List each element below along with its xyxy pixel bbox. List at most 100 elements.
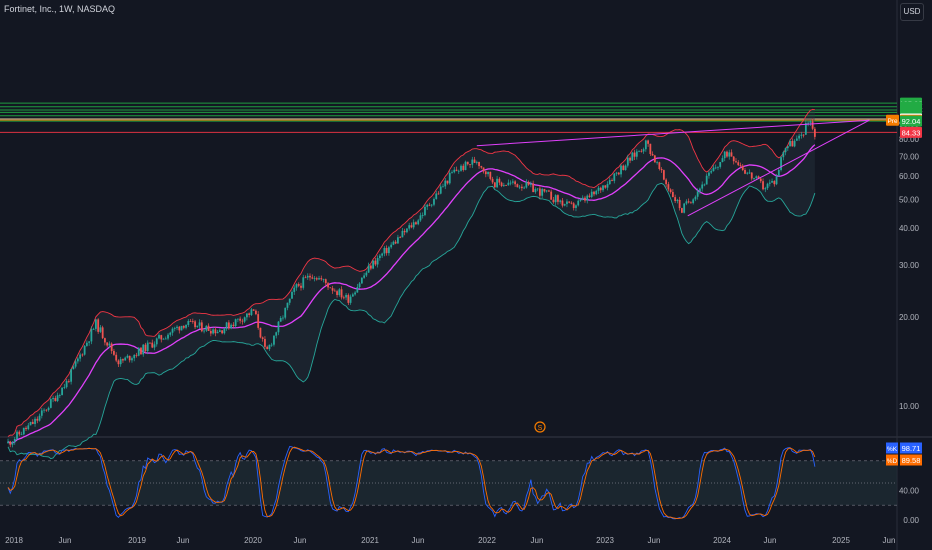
candle-body-237 [541, 188, 544, 196]
stoch-tick-40: 40.00 [899, 486, 920, 495]
candle-body-293 [667, 184, 670, 190]
candle-body-46 [110, 343, 113, 351]
candle-body-80 [187, 321, 190, 325]
candle-body-89 [207, 325, 210, 331]
candle-body-260 [593, 191, 595, 195]
candle-body-245 [559, 200, 562, 202]
candle-body-163 [374, 260, 377, 265]
candle-body-27 [67, 381, 70, 382]
candle-body-100 [232, 324, 235, 327]
candle-body-16 [43, 409, 45, 411]
bollinger-bands [7, 108, 816, 460]
band-fill [8, 109, 815, 459]
candle-body-115 [266, 346, 269, 350]
candle-body-128 [295, 284, 298, 288]
candle-body-193 [442, 186, 444, 188]
candle-body-346 [786, 146, 789, 149]
candle-body-45 [108, 343, 111, 346]
candle-body-294 [669, 189, 672, 193]
candle-body-215 [491, 178, 494, 183]
candle-body-205 [469, 164, 471, 165]
candle-body-113 [261, 337, 264, 339]
candle-body-75 [176, 326, 178, 328]
candle-body-124 [286, 302, 289, 308]
candle-body-44 [106, 342, 109, 346]
candle-body-318 [723, 151, 726, 159]
candle-body-196 [448, 172, 451, 184]
candle-body-129 [297, 284, 300, 286]
stoch-name-tag-1 [886, 454, 898, 466]
candle-body-241 [550, 191, 553, 200]
candle-body-347 [789, 140, 791, 147]
candle-body-300 [683, 203, 686, 213]
price-tick-60: 60.00 [899, 172, 920, 181]
candle-body-274 [624, 165, 627, 171]
candle-body-111 [257, 314, 260, 328]
candle-body-337 [766, 183, 769, 189]
candle-body-25 [63, 387, 66, 388]
candle-body-291 [662, 170, 665, 180]
event-marker[interactable]: S [534, 421, 546, 433]
candle-body-66 [155, 338, 158, 345]
time-tick-5: Jun [294, 536, 307, 545]
candle-body-68 [160, 335, 163, 340]
candle-body-234 [534, 188, 537, 193]
candle-body-198 [453, 169, 456, 173]
candle-body-15 [40, 410, 43, 416]
candle-body-97 [225, 322, 228, 329]
candle-body-253 [577, 200, 580, 206]
candle-body-329 [748, 172, 751, 174]
candle-body-168 [385, 247, 388, 254]
candle-body-26 [65, 381, 68, 388]
trendlines [476, 119, 870, 217]
candle-body-281 [640, 150, 643, 152]
candle-body-165 [378, 255, 381, 259]
price-tick-10: 10.00 [899, 402, 920, 411]
candle-body-331 [753, 177, 755, 179]
candle-body-263 [599, 187, 602, 191]
candle-body-142 [327, 283, 329, 288]
candle-body-158 [363, 275, 366, 278]
candle-body-110 [255, 310, 257, 315]
candle-body-229 [523, 187, 526, 189]
stoch-d-line [7, 446, 816, 520]
candle-body-285 [649, 143, 652, 155]
candle-body-354 [804, 123, 807, 135]
time-tick-9: Jun [531, 536, 544, 545]
candle-body-201 [460, 165, 462, 171]
currency-button[interactable]: USD [900, 3, 924, 21]
candle-body-296 [674, 197, 677, 202]
stoch-name-1: %D [887, 458, 898, 465]
candle-body-81 [189, 321, 192, 322]
candle-body-302 [687, 201, 690, 203]
candle-body-189 [433, 198, 435, 205]
candle-body-29 [72, 366, 75, 370]
candle-body-270 [615, 172, 618, 174]
candle-body-137 [315, 278, 318, 280]
candle-body-103 [239, 318, 242, 321]
candle-body-154 [354, 292, 356, 295]
candle-body-206 [471, 159, 474, 165]
candle-body-218 [498, 178, 501, 183]
stoch-value-tag-0 [900, 442, 922, 454]
candle-body-150 [345, 294, 347, 298]
level-labels: 105.93102.94100.3498.5096.0093.5592.7092… [886, 97, 922, 138]
candle-body-20 [52, 398, 54, 400]
stoch-name-0: %K [887, 446, 898, 453]
candle-body-102 [236, 318, 239, 320]
candle-body-53 [126, 355, 129, 358]
candle-body-127 [293, 287, 296, 292]
candle-body-312 [710, 171, 713, 173]
level-label-8: 84.33 [902, 128, 921, 137]
candle-body-262 [597, 187, 600, 191]
candle-body-305 [694, 196, 697, 200]
candle-body-55 [131, 358, 133, 361]
candle-body-37 [90, 329, 93, 342]
candle-body-43 [104, 338, 106, 343]
candle-body-177 [406, 228, 408, 233]
candle-body-136 [313, 278, 316, 279]
candle-body-275 [626, 157, 629, 166]
candle-body-61 [144, 344, 147, 351]
candle-body-22 [56, 395, 59, 402]
